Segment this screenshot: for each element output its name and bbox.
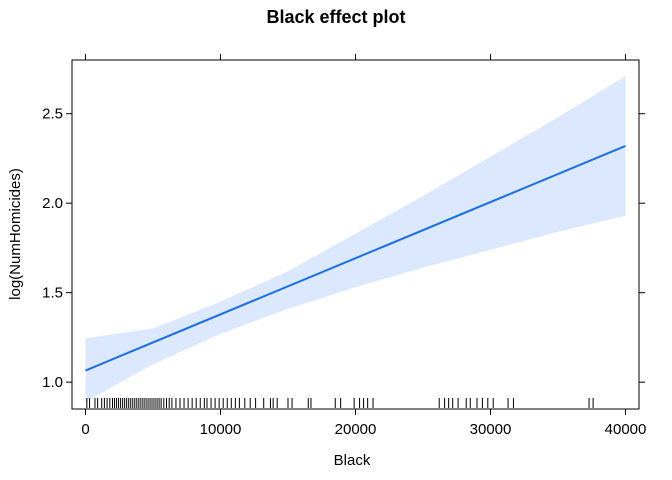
x-tick-label: 30000 — [470, 421, 512, 438]
y-axis-label: log(NumHomicides) — [7, 168, 24, 300]
chart-title: Black effect plot — [266, 7, 405, 27]
x-axis-label: Black — [334, 452, 371, 469]
rug-layer — [86, 398, 594, 408]
confidence-band — [85, 76, 626, 402]
x-tick-label: 40000 — [605, 421, 647, 438]
x-tick-label: 0 — [81, 421, 89, 438]
effect-line — [85, 144, 626, 372]
y-tick-label: 1.5 — [42, 285, 63, 302]
y-tick-label: 2.5 — [42, 106, 63, 123]
effect-line-layer — [85, 144, 626, 372]
confidence-band-layer — [85, 76, 626, 402]
y-tick-label: 2.0 — [42, 195, 63, 212]
x-tick-label: 20000 — [335, 421, 377, 438]
axis-ticks: 0 10000 20000 30000 40000 1.0 1.5 2.0 2.5 — [42, 54, 646, 438]
x-tick-label: 10000 — [200, 421, 242, 438]
y-tick-label: 1.0 — [42, 374, 63, 391]
